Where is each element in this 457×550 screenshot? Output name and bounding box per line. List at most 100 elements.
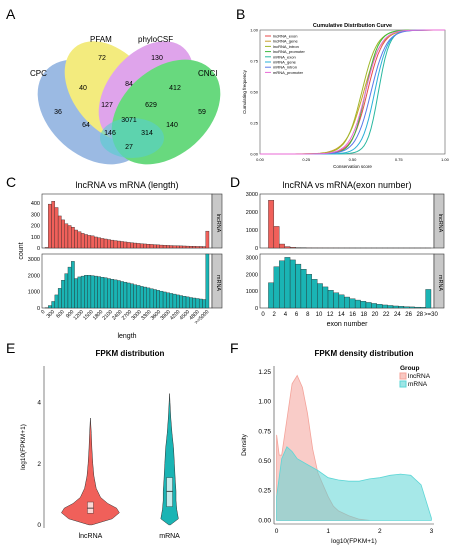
density-area [276,446,432,521]
histogram-bar [205,253,210,309]
histogram-bar [143,286,147,309]
histogram-bar [113,279,118,309]
x-tick-label: 0.25 [302,157,311,162]
violin-box [87,501,94,514]
histogram-bar [172,245,177,249]
histogram-bar [268,282,275,309]
histogram-bar [198,246,203,249]
venn-count: 84 [125,81,133,88]
x-tick-label: 10 [316,312,323,318]
histogram-bar [295,263,302,309]
y-tick-label: 1.25 [258,369,271,376]
histogram-bar [84,234,88,249]
histogram-bar [51,301,56,309]
facet-strip-label: lncRNA [215,214,221,233]
y-tick-label: 300 [31,212,40,218]
y-tick-label: 0 [37,306,40,312]
histogram-bar [87,275,92,309]
histogram-bar [61,219,65,249]
y-tick-label: 0.75 [258,428,271,435]
y-tick-label: 0 [37,246,40,252]
venn-count: 314 [141,130,153,137]
histogram-bar [94,275,98,309]
panel-label-b: B [236,6,246,22]
x-tick-label: 14 [338,312,345,318]
histogram-bar [100,238,105,249]
venn-count: 36 [54,109,62,116]
y-tick-label: 0.00 [250,152,259,157]
histogram-bar [126,242,131,249]
histogram-bar [71,261,75,309]
histogram-bar [97,276,101,309]
x-axis-label: log10(FPKM+1) [331,538,377,545]
y-tick-label: 0 [37,522,41,529]
y-tick-label: 200 [31,224,40,230]
histogram-bar [64,223,69,249]
histogram-bar [48,203,52,249]
histogram-bar [284,257,291,309]
histogram-bar [414,306,421,309]
histogram-bar [130,283,134,309]
histogram-bar [172,293,177,309]
histogram-bar [189,246,193,249]
y-axis-label: log10(FPKM+1) [20,424,27,470]
length-histogram: lncRNA vs mRNA (length) lncRNA 0 100 200 300 4… [18,180,223,340]
histogram-bar [205,230,210,249]
histogram-bar [103,238,108,249]
x-tick-label: 18 [360,312,367,318]
histogram-bar [322,286,329,309]
histogram-bar [371,303,377,309]
histogram-bar [162,245,167,249]
histogram-bar [179,245,183,249]
histogram-bar [403,306,410,309]
histogram-bar [51,201,56,249]
facet-strip-label: mRNA [215,275,221,292]
panel-label-d: D [230,174,241,190]
legend-entry: mRNA_intron [273,65,297,70]
facet-strip [211,193,223,249]
violin-box [166,477,173,507]
histogram-bar [166,292,170,309]
histogram-bar [169,245,174,249]
histogram-bar [90,235,95,249]
histogram-bar [166,245,170,249]
venn-count: 127 [101,102,113,109]
x-tick-label: 3 [430,528,434,535]
venn-label-pfam: PFAM [90,35,112,44]
facet-panel [259,193,435,249]
histogram-bar [120,241,124,249]
histogram-bar [64,273,69,309]
histogram-bar [338,294,345,309]
histogram-bar [149,288,154,309]
x-tick-label: 24 [394,312,401,318]
chart-title: Cumulative Distribution Curve [313,23,392,29]
histogram-bar [376,304,383,309]
x-tick-label: lncRNA [79,533,103,540]
histogram-bar [284,246,291,249]
histogram-bar [110,279,115,309]
x-tick-label: 12 [327,312,334,318]
histogram-bar [97,237,101,249]
histogram-bar [159,290,164,309]
histogram-bar [156,244,160,249]
histogram-bar [44,247,49,249]
x-tick-label: 2 [378,528,382,535]
y-tick-label: 2000 [246,210,258,216]
histogram-bar [90,275,95,309]
histogram-bar [54,294,59,309]
y-axis-label: count [18,242,25,259]
legend-entry: mRNA [408,381,428,388]
y-tick-label: 0 [255,306,258,312]
venn-count: 3071 [121,117,137,124]
histogram-bar [279,243,285,249]
histogram-bar [77,231,82,249]
venn-count: 146 [104,130,116,137]
histogram-bar [382,304,388,309]
histogram-bar [146,287,151,309]
histogram-bar [185,296,190,309]
legend-swatch [399,372,407,380]
histogram-bar [273,266,280,309]
histogram-bar [153,244,157,249]
cumulative-distribution-chart: Cumulative Distribution Curve 0.00 0.25 0.5… [242,23,450,169]
histogram-bar [162,291,167,309]
